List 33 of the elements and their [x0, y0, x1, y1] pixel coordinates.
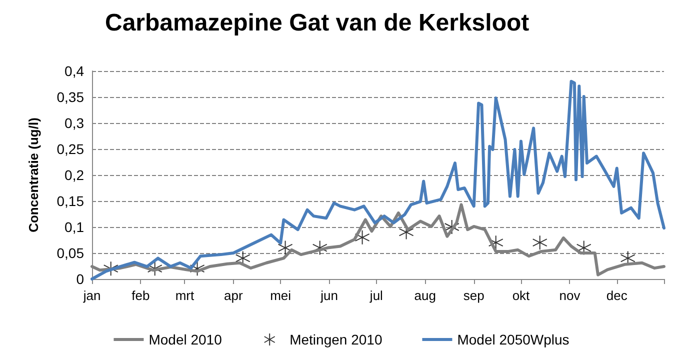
y-tick-label: 0,2: [64, 167, 84, 183]
x-tick-label: nov: [559, 288, 581, 303]
chart-title: Carbamazepine Gat van de Kerksloot: [105, 10, 530, 36]
x-tick-label: jan: [82, 288, 101, 303]
point: [576, 240, 592, 256]
point: [278, 240, 293, 256]
y-tick-label: 0,35: [56, 89, 84, 105]
point: [444, 220, 460, 234]
x-tick-label: jul: [368, 288, 384, 303]
x-tick-label: dec: [606, 288, 628, 303]
point: [190, 261, 205, 276]
x-tick-label: sep: [463, 288, 484, 303]
y-tick-label: 0,15: [56, 193, 84, 209]
y-tick-label: 0: [76, 271, 84, 287]
legend-label: Metingen 2010: [290, 332, 382, 348]
x-tick-label: jun: [320, 288, 338, 303]
legend-label: Model 2010: [148, 332, 222, 348]
point: [147, 261, 162, 276]
point: [532, 235, 548, 250]
x-tick-label: feb: [132, 288, 150, 303]
x-tick-label: okt: [512, 288, 530, 303]
x-tick-label: apr: [224, 288, 244, 303]
point: [354, 230, 370, 245]
x-tick-label: aug: [414, 288, 436, 303]
x-tick-label: mrt: [175, 288, 194, 303]
y-tick-label: 0,4: [64, 63, 84, 79]
legend-label: Model 2050Wplus: [457, 332, 570, 348]
x-tick-label: mei: [270, 288, 292, 303]
y-tick-label: 0,05: [56, 245, 84, 261]
y-tick-label: 0,1: [64, 219, 84, 235]
y-tick-label: 0,25: [56, 141, 84, 157]
y-axis-title: Concentratie (ug/l): [26, 118, 41, 232]
y-tick-label: 0,3: [64, 115, 84, 131]
